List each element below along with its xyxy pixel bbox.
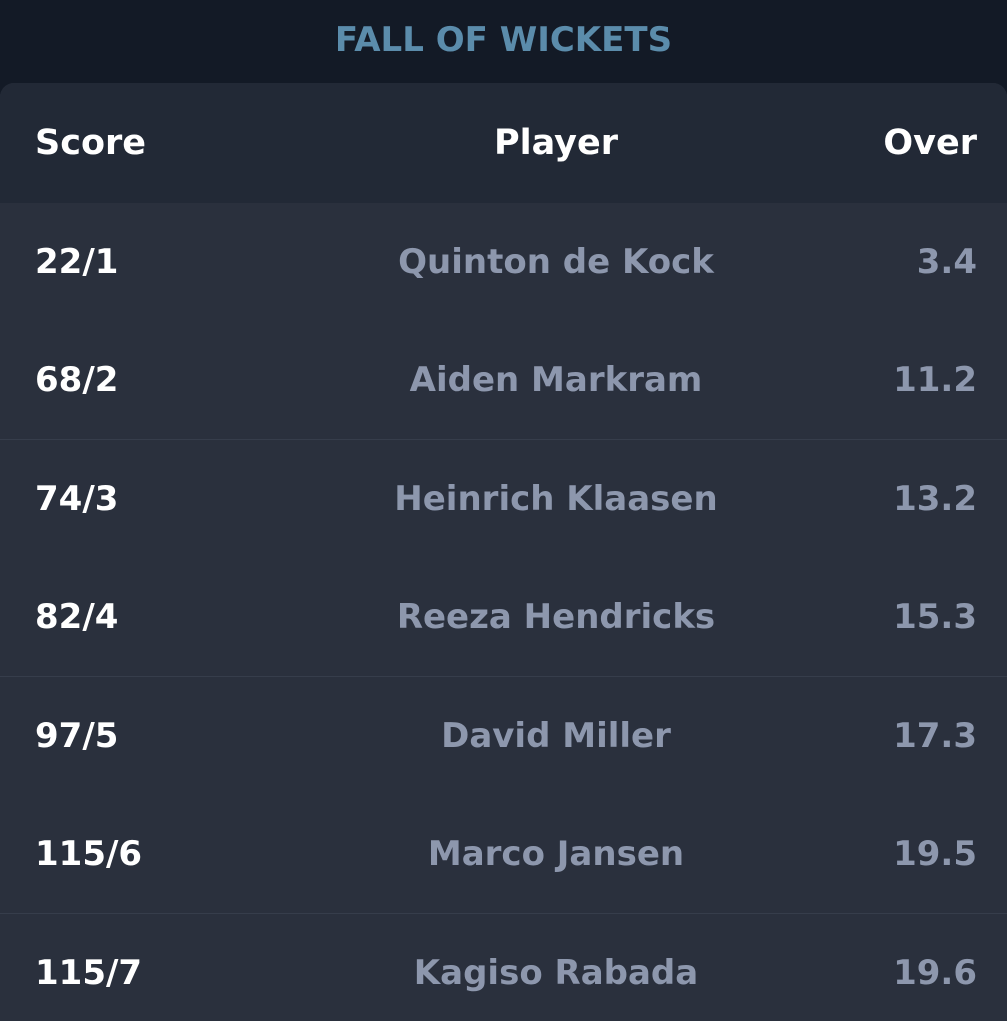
player-cell: Reeza Hendricks xyxy=(396,597,716,637)
score-cell: 68/2 xyxy=(35,360,119,400)
player-column-header: Player xyxy=(493,123,618,163)
over-column-header: Over xyxy=(883,123,977,163)
table-row: 97/5 David Miller 17.3 xyxy=(0,677,1007,795)
over-cell: 15.3 xyxy=(893,597,977,637)
player-cell: Heinrich Klaasen xyxy=(394,479,718,519)
over-cell: 13.2 xyxy=(893,479,977,519)
score-cell: 115/6 xyxy=(35,834,143,874)
score-cell: 115/7 xyxy=(35,953,143,993)
table-row: 22/1 Quinton de Kock 3.4 xyxy=(0,203,1007,321)
score-cell: 74/3 xyxy=(35,479,119,519)
score-cell: 82/4 xyxy=(35,597,119,637)
score-column-header: Score xyxy=(35,123,146,163)
table-row: 68/2 Aiden Markram 11.2 xyxy=(0,321,1007,440)
player-cell: Kagiso Rabada xyxy=(413,953,699,993)
over-cell: 19.6 xyxy=(893,953,977,993)
player-cell: Quinton de Kock xyxy=(398,242,714,282)
table-header: Score Player Over xyxy=(0,83,1007,203)
over-cell: 19.5 xyxy=(893,834,977,874)
over-cell: 17.3 xyxy=(893,716,977,756)
player-cell: David Miller xyxy=(441,716,671,756)
player-cell: Aiden Markram xyxy=(409,360,703,400)
over-cell: 11.2 xyxy=(893,360,977,400)
table-row: 115/6 Marco Jansen 19.5 xyxy=(0,795,1007,914)
table-row: 115/7 Kagiso Rabada 19.6 xyxy=(0,914,1007,1021)
player-cell: Marco Jansen xyxy=(427,834,685,874)
score-cell: 97/5 xyxy=(35,716,119,756)
section-title: FALL OF WICKETS xyxy=(334,20,673,60)
table-row: 82/4 Reeza Hendricks 15.3 xyxy=(0,558,1007,677)
over-cell: 3.4 xyxy=(916,242,977,282)
table-row: 74/3 Heinrich Klaasen 13.2 xyxy=(0,440,1007,558)
score-cell: 22/1 xyxy=(35,242,119,282)
fall-of-wickets-table: Score Player Over 22/1 Quinton de Kock 3… xyxy=(0,83,1007,1021)
